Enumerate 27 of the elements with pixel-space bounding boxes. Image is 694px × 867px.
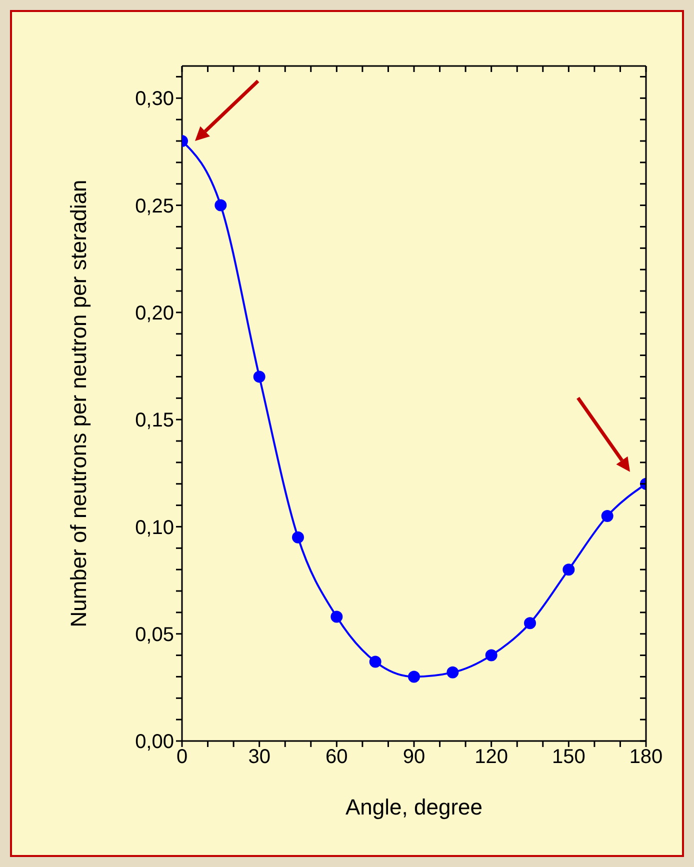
point [214, 199, 227, 212]
y-tick-label: 0,25 [135, 195, 174, 218]
x-tick-label: 150 [552, 746, 586, 768]
x-tick-label: 30 [248, 746, 270, 768]
y-tick-label: 0,20 [135, 302, 174, 325]
y-tick-label: 0,05 [135, 624, 174, 646]
point [562, 564, 575, 576]
x-tick-label: 60 [326, 746, 348, 768]
point [330, 610, 343, 623]
point [408, 670, 420, 683]
x-tick-label: 0 [176, 746, 188, 768]
y-tick-label: 0,10 [135, 516, 174, 539]
point [601, 510, 614, 522]
x-tick-label: 120 [474, 746, 508, 768]
y-tick-label: 0,15 [135, 410, 174, 432]
point [524, 617, 536, 630]
point [369, 656, 382, 668]
y-tick-label: 0,00 [135, 731, 174, 754]
x-axis-title: Angle, degree [346, 794, 482, 820]
point [485, 649, 498, 662]
y-axis-title: Number of neutrons per neutron per steradian [66, 180, 91, 628]
x-tick-label: 180 [629, 746, 663, 768]
point [292, 531, 304, 544]
point [446, 666, 459, 678]
point [253, 370, 266, 383]
y-tick-label: 0,30 [135, 88, 174, 110]
x-tick-label: 90 [402, 746, 426, 768]
